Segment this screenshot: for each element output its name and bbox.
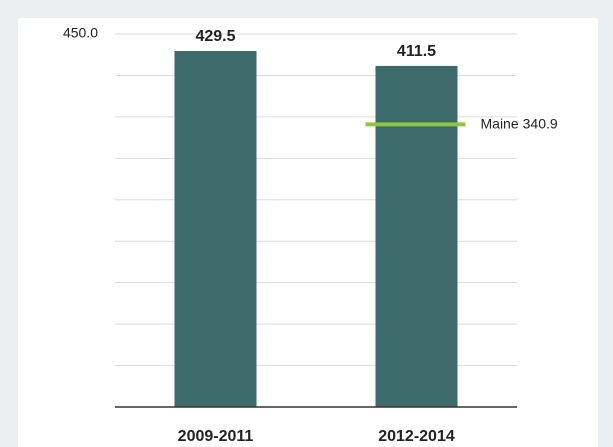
reference-value: 340.9 [523, 115, 558, 131]
reference-label: Maine 340.9 [481, 115, 558, 131]
bar [174, 50, 257, 408]
x-tick-label: 2009-2011 [178, 428, 254, 445]
value-label: 411.5 [397, 43, 436, 60]
bar [375, 65, 458, 407]
y-tick-label: 450.0 [63, 25, 98, 41]
x-tick-label: 2012-2014 [378, 428, 455, 445]
reference-name: Maine [481, 115, 519, 131]
panel [18, 18, 598, 447]
value-label: 429.5 [195, 28, 235, 45]
